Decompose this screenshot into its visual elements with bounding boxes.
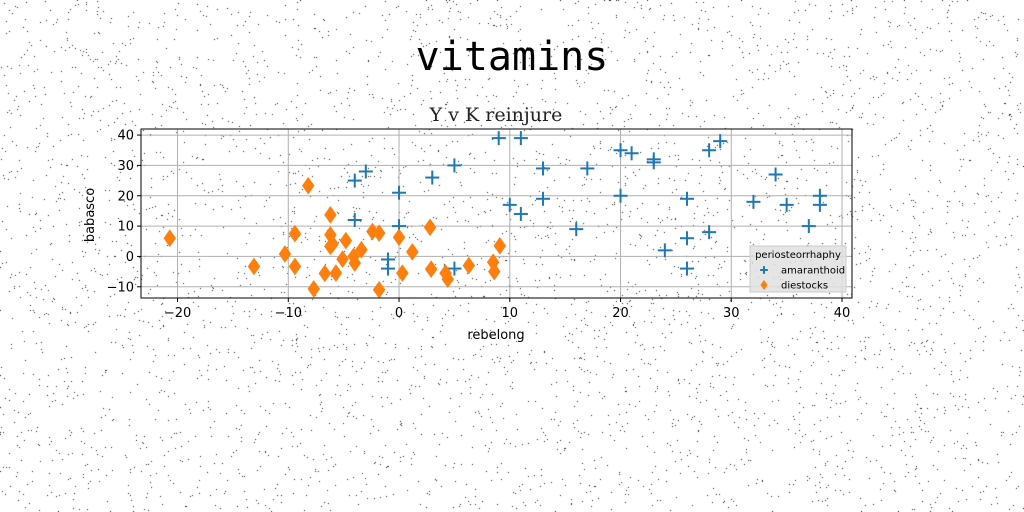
amaranthoid-point — [624, 146, 639, 161]
amaranthoid-point — [491, 131, 506, 146]
x-tick-label: 40 — [834, 306, 851, 321]
legend-title: periosteorrhaphy — [755, 250, 841, 261]
diestocks-point — [423, 218, 437, 237]
y-tick-label: −10 — [107, 280, 134, 295]
amaranthoid-point — [679, 231, 694, 246]
amaranthoid-point — [646, 155, 661, 170]
x-tick-label: −20 — [164, 306, 191, 321]
legend: periosteorrhaphy amaranthoid diestocks — [749, 245, 847, 293]
amaranthoid-point — [513, 131, 528, 146]
x-tick-label: 10 — [502, 306, 519, 321]
diestocks-point — [247, 257, 261, 276]
y-tick-label: 10 — [117, 220, 134, 235]
amaranthoid-point — [768, 167, 783, 182]
legend-marker-amaranthoid — [760, 266, 768, 274]
amaranthoid-point — [347, 173, 362, 188]
diestocks-point — [301, 176, 315, 195]
diestocks-point — [324, 205, 337, 224]
amaranthoid-point — [679, 261, 694, 276]
amaranthoid-point — [425, 170, 440, 185]
chart-title: Y v K reinjure — [429, 104, 563, 126]
amaranthoid-point — [702, 143, 717, 158]
legend-label-amaranthoid: amaranthoid — [781, 266, 845, 277]
amaranthoid-point — [746, 194, 761, 209]
figure-suptitle: vitamins — [415, 34, 609, 80]
x-axis-ticks: −20 −10 0 10 20 30 40 — [164, 298, 850, 321]
amaranthoid-point — [657, 243, 672, 258]
x-tick-label: 20 — [612, 306, 629, 321]
diestocks-point — [406, 242, 419, 261]
amaranthoid-point — [779, 197, 794, 212]
x-tick-label: 30 — [723, 306, 740, 321]
y-axis-ticks: −10 0 10 20 30 40 — [107, 129, 141, 295]
y-tick-label: 40 — [117, 129, 134, 144]
diestocks-point — [307, 279, 321, 298]
x-tick-label: 0 — [395, 306, 403, 321]
diestocks-point — [487, 262, 501, 281]
diestocks-point — [278, 245, 292, 263]
amaranthoid-point — [513, 206, 528, 221]
legend-marker-diestocks — [760, 279, 768, 291]
legend-label-diestocks: diestocks — [781, 281, 828, 292]
diestocks-point — [336, 250, 349, 269]
diestocks-point — [372, 224, 386, 243]
amaranthoid-point — [536, 191, 551, 206]
amaranthoid-point — [358, 164, 373, 179]
amaranthoid-point — [679, 191, 694, 206]
amaranthoid-point — [502, 197, 517, 212]
x-tick-label: −10 — [275, 306, 302, 321]
diestocks-point — [326, 235, 339, 253]
diestocks-point — [318, 264, 332, 283]
diestocks-point — [372, 280, 386, 299]
y-tick-label: 30 — [117, 159, 134, 174]
amaranthoid-point — [447, 158, 462, 173]
amaranthoid-point — [536, 161, 551, 176]
diestocks-point — [396, 264, 409, 283]
amaranthoid-point — [702, 225, 717, 240]
diestocks-point — [355, 240, 368, 259]
diestocks-point — [462, 256, 476, 275]
amaranthoid-point — [392, 185, 407, 200]
data-points — [163, 131, 827, 299]
amaranthoid-point — [801, 219, 816, 234]
diestocks-point — [163, 229, 177, 248]
diestocks-point — [329, 264, 343, 283]
legend-entries: amaranthoid diestocks — [760, 266, 845, 292]
diestocks-point — [493, 236, 507, 255]
diestocks-point — [392, 228, 406, 247]
diestocks-point — [288, 224, 302, 243]
amaranthoid-point — [613, 143, 628, 158]
plot-frame — [140, 128, 853, 299]
amaranthoid-point — [713, 134, 728, 149]
diestocks-point — [441, 270, 455, 289]
amaranthoid-point — [613, 188, 628, 203]
amaranthoid-point — [569, 222, 584, 237]
diestocks-point — [424, 260, 438, 279]
x-axis-label: rebelong — [467, 328, 524, 343]
y-tick-label: 20 — [117, 189, 134, 204]
amaranthoid-point — [580, 161, 595, 176]
amaranthoid-point — [380, 261, 395, 276]
y-tick-label: 0 — [126, 250, 134, 265]
amaranthoid-point — [812, 197, 827, 212]
amaranthoid-point — [447, 261, 462, 276]
diestocks-point — [348, 254, 362, 273]
amaranthoid-point — [347, 213, 362, 228]
diestocks-point — [339, 231, 353, 250]
diestocks-point — [288, 257, 302, 276]
y-axis-label: babasco — [83, 188, 98, 242]
